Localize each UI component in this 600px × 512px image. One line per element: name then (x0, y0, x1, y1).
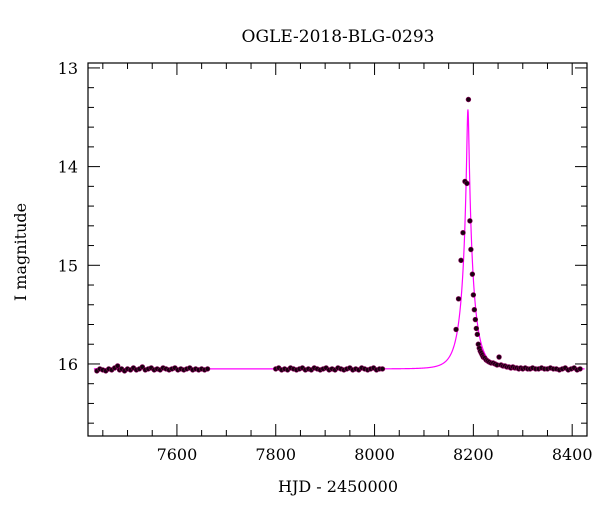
y-tick-label: 13 (58, 59, 78, 78)
data-point (464, 180, 470, 187)
data-point (379, 366, 386, 372)
y-axis-label: I magnitude (11, 203, 30, 301)
data-point (455, 296, 462, 302)
x-tick-label: 7800 (255, 445, 296, 464)
axis-tick-labels: 7600 7800 8000 8200 8400 13 14 15 16 (58, 59, 593, 464)
y-tick-label: 14 (58, 158, 78, 177)
axis-ticks (88, 63, 587, 436)
y-tick-label: 15 (58, 256, 78, 275)
x-axis-label: HJD - 2450000 (278, 477, 398, 496)
data-points (94, 96, 583, 374)
x-tick-label: 8200 (453, 445, 494, 464)
data-point (458, 257, 464, 264)
data-point (496, 354, 502, 360)
data-point (472, 316, 479, 323)
x-tick-label: 8400 (552, 445, 593, 464)
data-point (473, 325, 480, 332)
x-tick-label: 7600 (157, 445, 198, 464)
data-point (453, 326, 459, 333)
data-point (460, 230, 466, 236)
x-tick-label: 8000 (354, 445, 395, 464)
chart-title: OGLE-2018-BLG-0293 (242, 27, 435, 47)
data-point (469, 271, 476, 277)
data-point (467, 218, 473, 224)
data-point (470, 292, 477, 298)
model-curve (93, 109, 585, 370)
y-tick-label: 16 (58, 355, 78, 374)
data-point (471, 306, 478, 313)
data-point (468, 246, 474, 253)
data-point (577, 366, 583, 372)
data-point (465, 96, 472, 103)
data-point (204, 366, 211, 372)
plot-frame (87, 62, 588, 437)
data-point (474, 331, 481, 338)
